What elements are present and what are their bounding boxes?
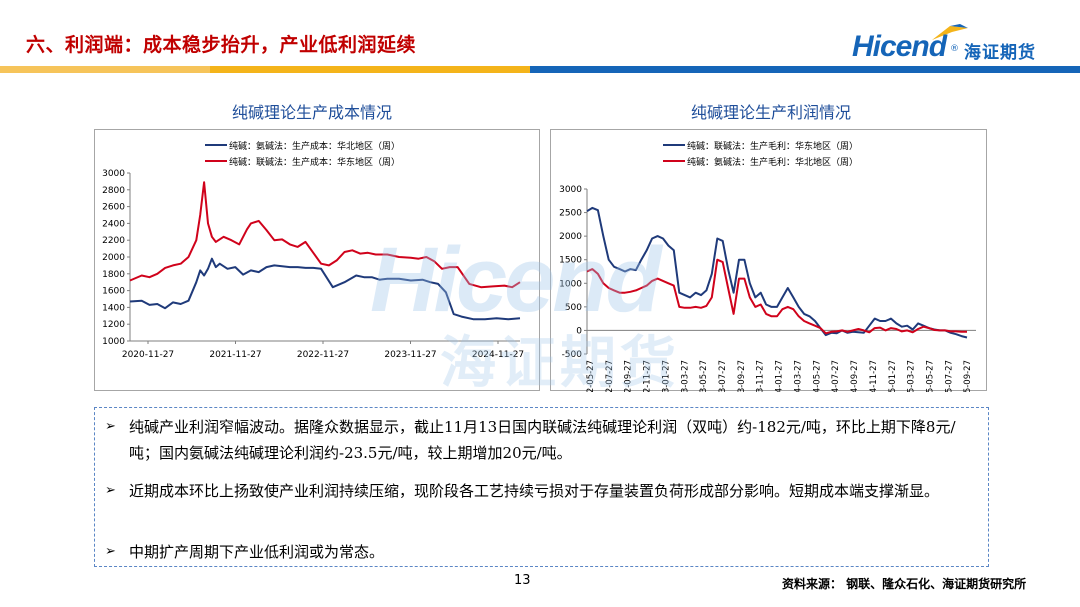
x-tick-label: 2023-03-27 xyxy=(680,360,690,392)
header-color-band xyxy=(0,66,1080,73)
x-tick-label: 2020-11-27 xyxy=(122,350,174,360)
y-tick-label: 1500 xyxy=(559,256,582,266)
x-tick-label: 2024-03-27 xyxy=(793,360,803,392)
series-line xyxy=(586,206,968,339)
x-tick-label: 2025-03-27 xyxy=(907,360,917,392)
x-tick-label: 2023-09-27 xyxy=(737,360,747,392)
x-tick-label: 2025-05-27 xyxy=(925,360,935,392)
source-note: 资料来源： 钢联、隆众石化、海证期货研究所 xyxy=(782,577,1027,591)
y-tick-label: 1000 xyxy=(559,279,582,289)
bullet-arrow-icon: ➢ xyxy=(105,483,116,498)
x-tick-label: 2023-11-27 xyxy=(756,360,766,392)
y-tick-label: 2600 xyxy=(102,203,125,213)
note-text: 中期扩产周期下产业低利润或为常态。 xyxy=(129,543,385,561)
logo-registered-mark: ® xyxy=(950,44,959,54)
x-tick-label: 2023-07-27 xyxy=(718,360,728,392)
legend-label: 纯碱：联碱法：生产毛利：华东地区（周） xyxy=(687,140,858,152)
series-line xyxy=(129,181,521,289)
x-tick-label: 2022-11-27 xyxy=(297,350,349,360)
y-tick-label: 1200 xyxy=(102,320,125,330)
x-tick-label: 2023-05-27 xyxy=(699,360,709,392)
note-text: 近期成本环比上扬致使产业利润持续压缩，现阶段各工艺持续亏损对于存量装置负荷形成部… xyxy=(129,482,940,500)
y-tick-label: 0 xyxy=(576,326,582,336)
logo-latin: Hicend xyxy=(852,30,947,63)
x-tick-label: 2022-11-27 xyxy=(643,360,653,392)
bullet-arrow-icon: ➢ xyxy=(105,544,116,559)
page-number: 13 xyxy=(514,573,531,588)
y-tick-label: 2400 xyxy=(102,219,125,229)
profit-chart-svg: 纯碱：联碱法：生产毛利：华东地区（周） 纯碱：氨碱法：生产毛利：华北地区（周） -5… xyxy=(559,140,976,392)
y-tick-label: 500 xyxy=(565,303,582,313)
y-tick-label: 2000 xyxy=(559,232,582,242)
x-tick-label: 2021-11-27 xyxy=(209,350,261,360)
y-tick-label: 2200 xyxy=(102,236,125,246)
x-tick-label: 2022-07-27 xyxy=(605,360,615,392)
cost-chart: 纯碱：氨碱法：生产成本：华北地区（周） 纯碱：联碱法：生产成本：华东地区（周） 10… xyxy=(94,129,540,391)
x-tick-label: 2024-11-27 xyxy=(472,350,524,360)
notes-box: ➢ 纯碱产业利润窄幅波动。据隆众数据显示，截止11月13日国内联碱法纯碱理论利润… xyxy=(94,407,989,567)
note-text: 纯碱产业利润窄幅波动。据隆众数据显示，截止11月13日国内联碱法纯碱理论利润（双… xyxy=(129,418,956,462)
band-segment-gold xyxy=(210,66,530,73)
y-tick-label: 3000 xyxy=(102,169,125,179)
note-item: ➢ 近期成本环比上扬致使产业利润持续压缩，现阶段各工艺持续亏损对于存量装置负荷形… xyxy=(105,478,977,504)
band-segment-blue xyxy=(530,66,1080,73)
cost-chart-svg: 纯碱：氨碱法：生产成本：华北地区（周） 纯碱：联碱法：生产成本：华东地区（周） 10… xyxy=(102,140,524,360)
y-tick-label: 3000 xyxy=(559,185,582,195)
y-tick-label: 1800 xyxy=(102,270,125,280)
legend-label: 纯碱：氨碱法：生产毛利：华北地区（周） xyxy=(687,156,858,168)
bullet-arrow-icon: ➢ xyxy=(105,419,116,434)
x-tick-label: 2025-09-27 xyxy=(963,360,973,392)
y-tick-label: 1400 xyxy=(102,303,125,313)
series-line xyxy=(586,258,967,335)
x-tick-label: 2024-05-27 xyxy=(812,360,822,392)
y-tick-label: 2000 xyxy=(102,253,125,263)
y-tick-label: 1600 xyxy=(102,287,125,297)
x-tick-label: 2024-11-27 xyxy=(869,360,879,392)
x-tick-label: 2024-09-27 xyxy=(850,360,860,392)
x-tick-label: 2025-01-27 xyxy=(888,360,898,392)
company-logo: Hicend ® 海证期货 xyxy=(852,22,1057,66)
x-tick-label: 2024-07-27 xyxy=(831,360,841,392)
x-tick-label: 2022-05-27 xyxy=(586,360,596,392)
page-title: 六、利润端：成本稳步抬升，产业低利润延续 xyxy=(26,34,417,56)
legend-label: 纯碱：氨碱法：生产成本：华北地区（周） xyxy=(229,140,400,152)
y-tick-label: 2500 xyxy=(559,209,582,219)
profit-chart: 纯碱：联碱法：生产毛利：华东地区（周） 纯碱：氨碱法：生产毛利：华北地区（周） -5… xyxy=(550,129,987,392)
x-tick-label: 2023-01-27 xyxy=(661,360,671,392)
x-tick-label: 2023-11-27 xyxy=(384,350,436,360)
y-tick-label: 2800 xyxy=(102,186,125,196)
x-tick-label: 2025-07-27 xyxy=(944,360,954,392)
series-line xyxy=(129,257,521,321)
note-item: ➢ 纯碱产业利润窄幅波动。据隆众数据显示，截止11月13日国内联碱法纯碱理论利润… xyxy=(105,414,977,466)
y-tick-label: -500 xyxy=(562,350,583,360)
x-tick-label: 2024-01-27 xyxy=(775,360,785,392)
chart-title-cost: 纯碱理论生产成本情况 xyxy=(232,103,393,122)
x-tick-label: 2022-09-27 xyxy=(624,360,634,392)
legend-label: 纯碱：联碱法：生产成本：华东地区（周） xyxy=(229,156,400,168)
band-segment-yellow xyxy=(0,66,210,73)
logo-swoosh-icon xyxy=(932,24,968,40)
y-tick-label: 1000 xyxy=(102,337,125,347)
note-item: ➢ 中期扩产周期下产业低利润或为常态。 xyxy=(105,539,977,565)
chart-title-profit: 纯碱理论生产利润情况 xyxy=(691,103,852,122)
logo-chinese: 海证期货 xyxy=(964,43,1036,63)
